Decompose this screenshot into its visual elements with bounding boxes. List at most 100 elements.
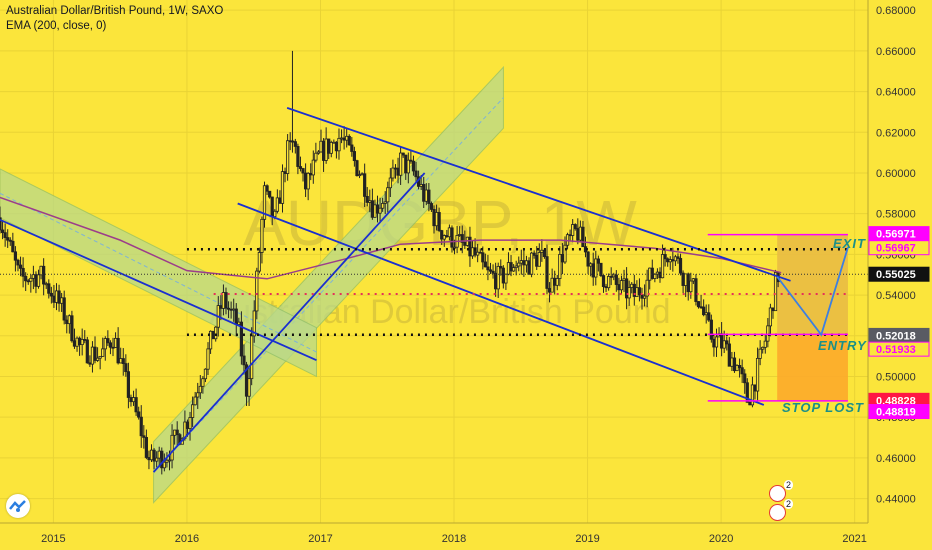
rising-support-line: [152, 172, 426, 473]
candle-body: [131, 397, 136, 403]
candle-body: [173, 429, 177, 436]
candle-body: [139, 416, 143, 437]
candle-body: [581, 226, 585, 248]
candle-body: [678, 258, 683, 274]
candle-body: [119, 358, 123, 364]
candle-body: [663, 254, 667, 260]
candle-body: [399, 152, 403, 176]
candle-body: [0, 229, 5, 234]
candle-body: [704, 312, 708, 316]
falling-channel-band-mid: [0, 192, 317, 353]
candle-body: [108, 342, 113, 348]
candle-body: [470, 247, 475, 257]
candle-body: [681, 272, 685, 286]
candle-body: [452, 246, 457, 249]
x-tick-label: 2015: [41, 533, 65, 545]
candle-body: [650, 267, 654, 279]
candle-body: [11, 240, 15, 253]
y-tick-label: 0.46000: [876, 453, 916, 465]
candle-body: [54, 290, 59, 303]
candle-body: [432, 209, 436, 227]
exit-label: EXIT: [833, 236, 866, 251]
candle-body: [129, 397, 133, 403]
falling-line-left: [0, 218, 317, 362]
candle-body: [758, 348, 762, 359]
candle-body: [301, 168, 305, 174]
candle-body: [630, 283, 634, 288]
candle-body: [345, 135, 349, 141]
candle-body: [560, 254, 565, 263]
candle-body: [350, 144, 354, 152]
candle-body: [660, 254, 665, 279]
candle-body: [252, 310, 256, 337]
candle-body: [568, 234, 572, 237]
flag-australia-icon[interactable]: 2: [769, 480, 794, 502]
candle-body: [401, 152, 405, 156]
candle-body: [375, 204, 380, 214]
candle-body: [763, 340, 767, 348]
candle-body: [735, 365, 739, 372]
tradingview-logo-icon[interactable]: [6, 494, 30, 518]
candle-body: [126, 371, 131, 398]
candle-body: [512, 267, 516, 272]
price-tag-label: 0.56971: [876, 229, 916, 241]
candle-body: [329, 142, 333, 154]
candle-body: [622, 278, 626, 281]
candle-body: [501, 267, 505, 284]
candle-body: [532, 252, 536, 256]
candle-body: [316, 151, 321, 154]
candle-body: [95, 357, 100, 361]
candle-body: [709, 319, 713, 340]
candle-body: [298, 166, 303, 169]
candle-body: [627, 287, 631, 299]
candle-body: [321, 140, 326, 161]
candle-body: [517, 262, 521, 267]
x-tick-label: 2018: [442, 533, 466, 545]
candle-body: [355, 160, 359, 177]
candle-body: [65, 319, 69, 325]
x-tick-label: 2017: [308, 533, 332, 545]
candle-body: [370, 200, 374, 218]
candle-body: [31, 274, 35, 279]
candle-body: [309, 172, 313, 176]
candle-body: [60, 297, 64, 304]
candle-body: [214, 326, 218, 340]
candle-body: [766, 325, 770, 342]
candle-body: [142, 435, 146, 438]
lower-channel-line: [237, 202, 765, 406]
candle-body: [124, 363, 128, 373]
candle-body: [691, 278, 695, 282]
candle-body: [47, 283, 51, 294]
candle-body: [714, 336, 719, 348]
projection-path: [776, 246, 849, 337]
candle-body: [206, 348, 210, 370]
candle-body: [29, 277, 33, 282]
candle-body: [283, 171, 287, 174]
candle-body: [558, 254, 562, 279]
candle-body: [314, 152, 318, 161]
candle-body: [411, 160, 416, 172]
candle-body: [157, 450, 161, 459]
candle-body: [576, 228, 580, 241]
candle-body: [21, 267, 25, 277]
candle-body: [237, 321, 241, 325]
y-tick-label: 0.54000: [876, 290, 916, 302]
candle-body: [342, 137, 346, 141]
candle-body: [478, 251, 482, 254]
candle-body: [429, 203, 434, 210]
candle-body: [673, 256, 677, 262]
flag-uk-icon[interactable]: 2: [769, 499, 794, 521]
candle-body: [437, 212, 441, 231]
chart-title: Australian Dollar/British Pound, 1W, SAX…: [6, 5, 224, 17]
candle-body: [26, 280, 30, 283]
candle-body: [555, 278, 559, 286]
candle-body: [293, 141, 297, 147]
candle-body: [740, 367, 744, 375]
candle-body: [334, 141, 339, 152]
candle-body: [49, 292, 53, 297]
candle-body: [39, 265, 43, 276]
candle-body: [247, 378, 251, 397]
candle-body: [260, 218, 264, 253]
price-tag: [868, 341, 930, 357]
